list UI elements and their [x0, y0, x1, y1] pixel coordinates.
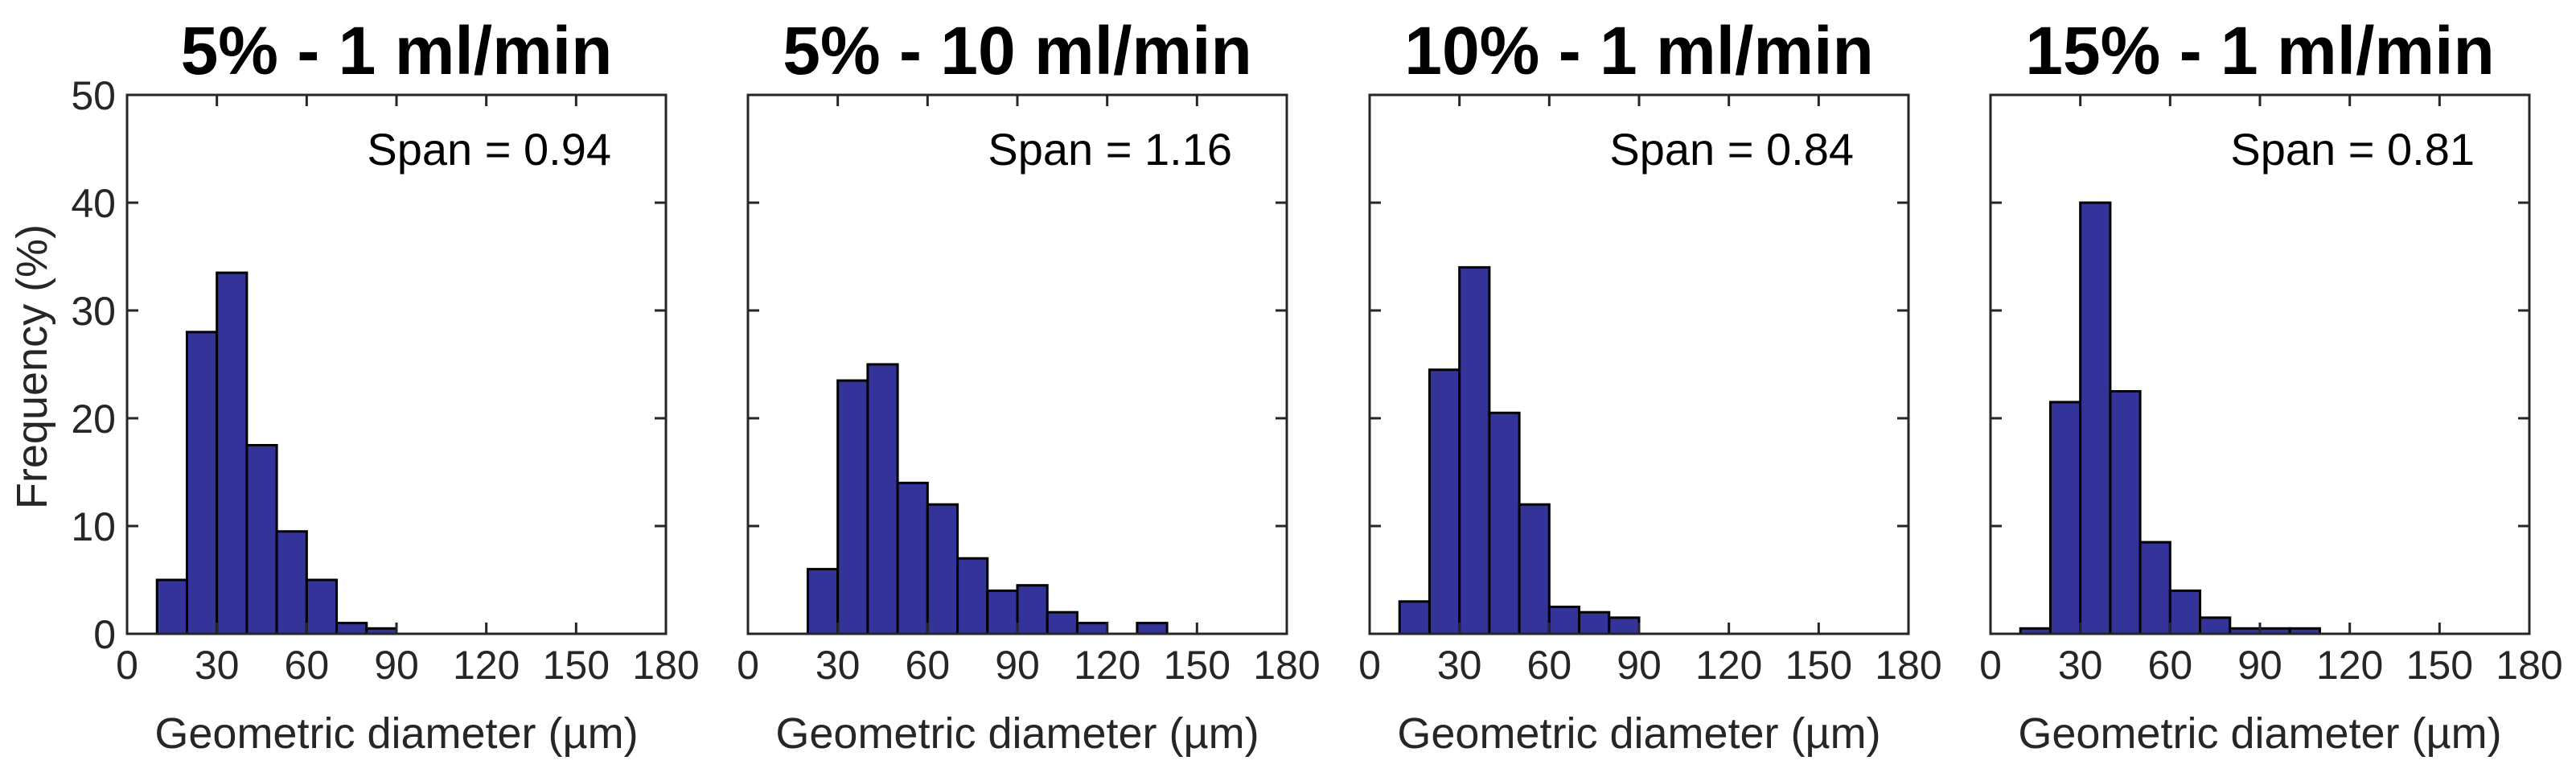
x-tick-label: 0 — [1979, 643, 2002, 688]
x-tick-label: 180 — [2496, 643, 2562, 688]
x-axis-label: Geometric diameter (µm) — [154, 709, 638, 758]
axes-frame — [746, 93, 1288, 635]
histogram-bar — [1518, 503, 1551, 635]
span-annotation: Span = 0.81 — [2230, 124, 2475, 175]
x-axis-label: Geometric diameter (µm) — [2018, 709, 2501, 758]
x-axis-label: Geometric diameter (µm) — [1397, 709, 1880, 758]
x-tick-label: 120 — [453, 643, 520, 688]
x-tick-label: 60 — [2148, 643, 2193, 688]
panel-title: 15% - 1 ml/min — [2025, 13, 2495, 88]
histogram-bar — [1046, 610, 1078, 635]
histogram-bar — [896, 481, 929, 635]
x-tick-label: 120 — [2316, 643, 2383, 688]
x-tick-label: 150 — [2406, 643, 2473, 688]
y-axis-label: Frequency (%) — [8, 224, 56, 509]
x-tick-label: 180 — [1875, 643, 1941, 688]
y-tick-label: 10 — [71, 504, 116, 549]
span-annotation: Span = 0.94 — [367, 124, 611, 175]
x-tick-label: 30 — [816, 643, 861, 688]
x-tick-label: 90 — [374, 643, 419, 688]
panel-title: 10% - 1 ml/min — [1404, 13, 1874, 88]
x-tick-label: 0 — [1358, 643, 1381, 688]
panel-title: 5% - 10 ml/min — [783, 13, 1252, 88]
histogram-bar — [245, 444, 278, 635]
histogram-bar — [1608, 616, 1641, 635]
x-tick-label: 0 — [737, 643, 759, 688]
x-tick-label: 90 — [2237, 643, 2282, 688]
histogram-bar — [1136, 622, 1169, 635]
histogram-bar — [275, 530, 308, 635]
histogram-bar — [1547, 606, 1581, 635]
panel-title: 5% - 1 ml/min — [181, 13, 613, 88]
y-tick-label: 0 — [93, 612, 116, 657]
histogram-bar — [1488, 411, 1521, 635]
y-tick-label: 20 — [71, 397, 116, 442]
x-tick-label: 90 — [995, 643, 1040, 688]
y-tick-label: 50 — [71, 73, 116, 118]
x-tick-label: 60 — [906, 643, 951, 688]
y-tick-label: 40 — [71, 181, 116, 226]
histogram-bar — [1458, 265, 1491, 635]
histogram-bar — [836, 379, 869, 635]
x-tick-label: 120 — [1074, 643, 1140, 688]
x-tick-label: 180 — [632, 643, 699, 688]
histogram-bar — [1428, 368, 1461, 635]
x-tick-label: 90 — [1617, 643, 1662, 688]
histogram-bar — [926, 503, 959, 635]
histogram-bar — [1398, 600, 1431, 635]
histogram-panel-2: 5% - 10 ml/min 0 30 60 90 120 150 180 Geometric … — [737, 13, 1321, 758]
x-tick-label: 30 — [2058, 643, 2103, 688]
histogram-bar — [216, 271, 249, 635]
histogram-bar — [866, 363, 899, 635]
histogram-bar — [1578, 610, 1611, 635]
x-tick-label: 60 — [285, 643, 330, 688]
histogram-bar — [2138, 541, 2171, 635]
span-annotation: Span = 1.16 — [988, 124, 1232, 175]
x-tick-label: 30 — [195, 643, 240, 688]
y-tick-label: 30 — [71, 289, 116, 334]
histogram-bar — [2048, 401, 2082, 635]
histogram-panel-1: 5% - 1 ml/min 0 30 60 90 120 150 180 0 10 20 30 40 50… — [71, 13, 699, 758]
histogram-bar — [1075, 622, 1109, 635]
x-tick-label: 30 — [1437, 643, 1482, 688]
x-tick-label: 150 — [543, 643, 610, 688]
histogram-bar — [2079, 201, 2112, 635]
histogram-panel-3: 10% - 1 ml/min 0 30 60 90 120 150 180 Geometric … — [1358, 13, 1942, 758]
histogram-bar — [2109, 390, 2142, 635]
histogram-bar — [185, 331, 219, 635]
x-tick-label: 180 — [1253, 643, 1320, 688]
x-axis-label: Geometric diameter (µm) — [775, 709, 1259, 758]
histogram-panel-4: 15% - 1 ml/min 0 30 60 90 120 150 180 Geometric … — [1979, 13, 2563, 758]
histogram-bar — [155, 578, 188, 635]
histogram-bar — [335, 622, 368, 635]
histogram-bar — [806, 568, 840, 635]
histogram-bar — [2168, 589, 2202, 635]
histogram-bar — [2199, 616, 2232, 635]
histogram-bar — [956, 557, 989, 635]
x-tick-label: 150 — [1164, 643, 1230, 688]
histogram-bar — [305, 578, 339, 635]
x-tick-label: 150 — [1785, 643, 1852, 688]
span-annotation: Span = 0.84 — [1609, 124, 1854, 175]
histogram-bar — [986, 589, 1019, 635]
x-tick-label: 120 — [1695, 643, 1762, 688]
x-tick-label: 0 — [116, 643, 138, 688]
x-tick-label: 60 — [1527, 643, 1572, 688]
histogram-bar — [1016, 584, 1049, 635]
